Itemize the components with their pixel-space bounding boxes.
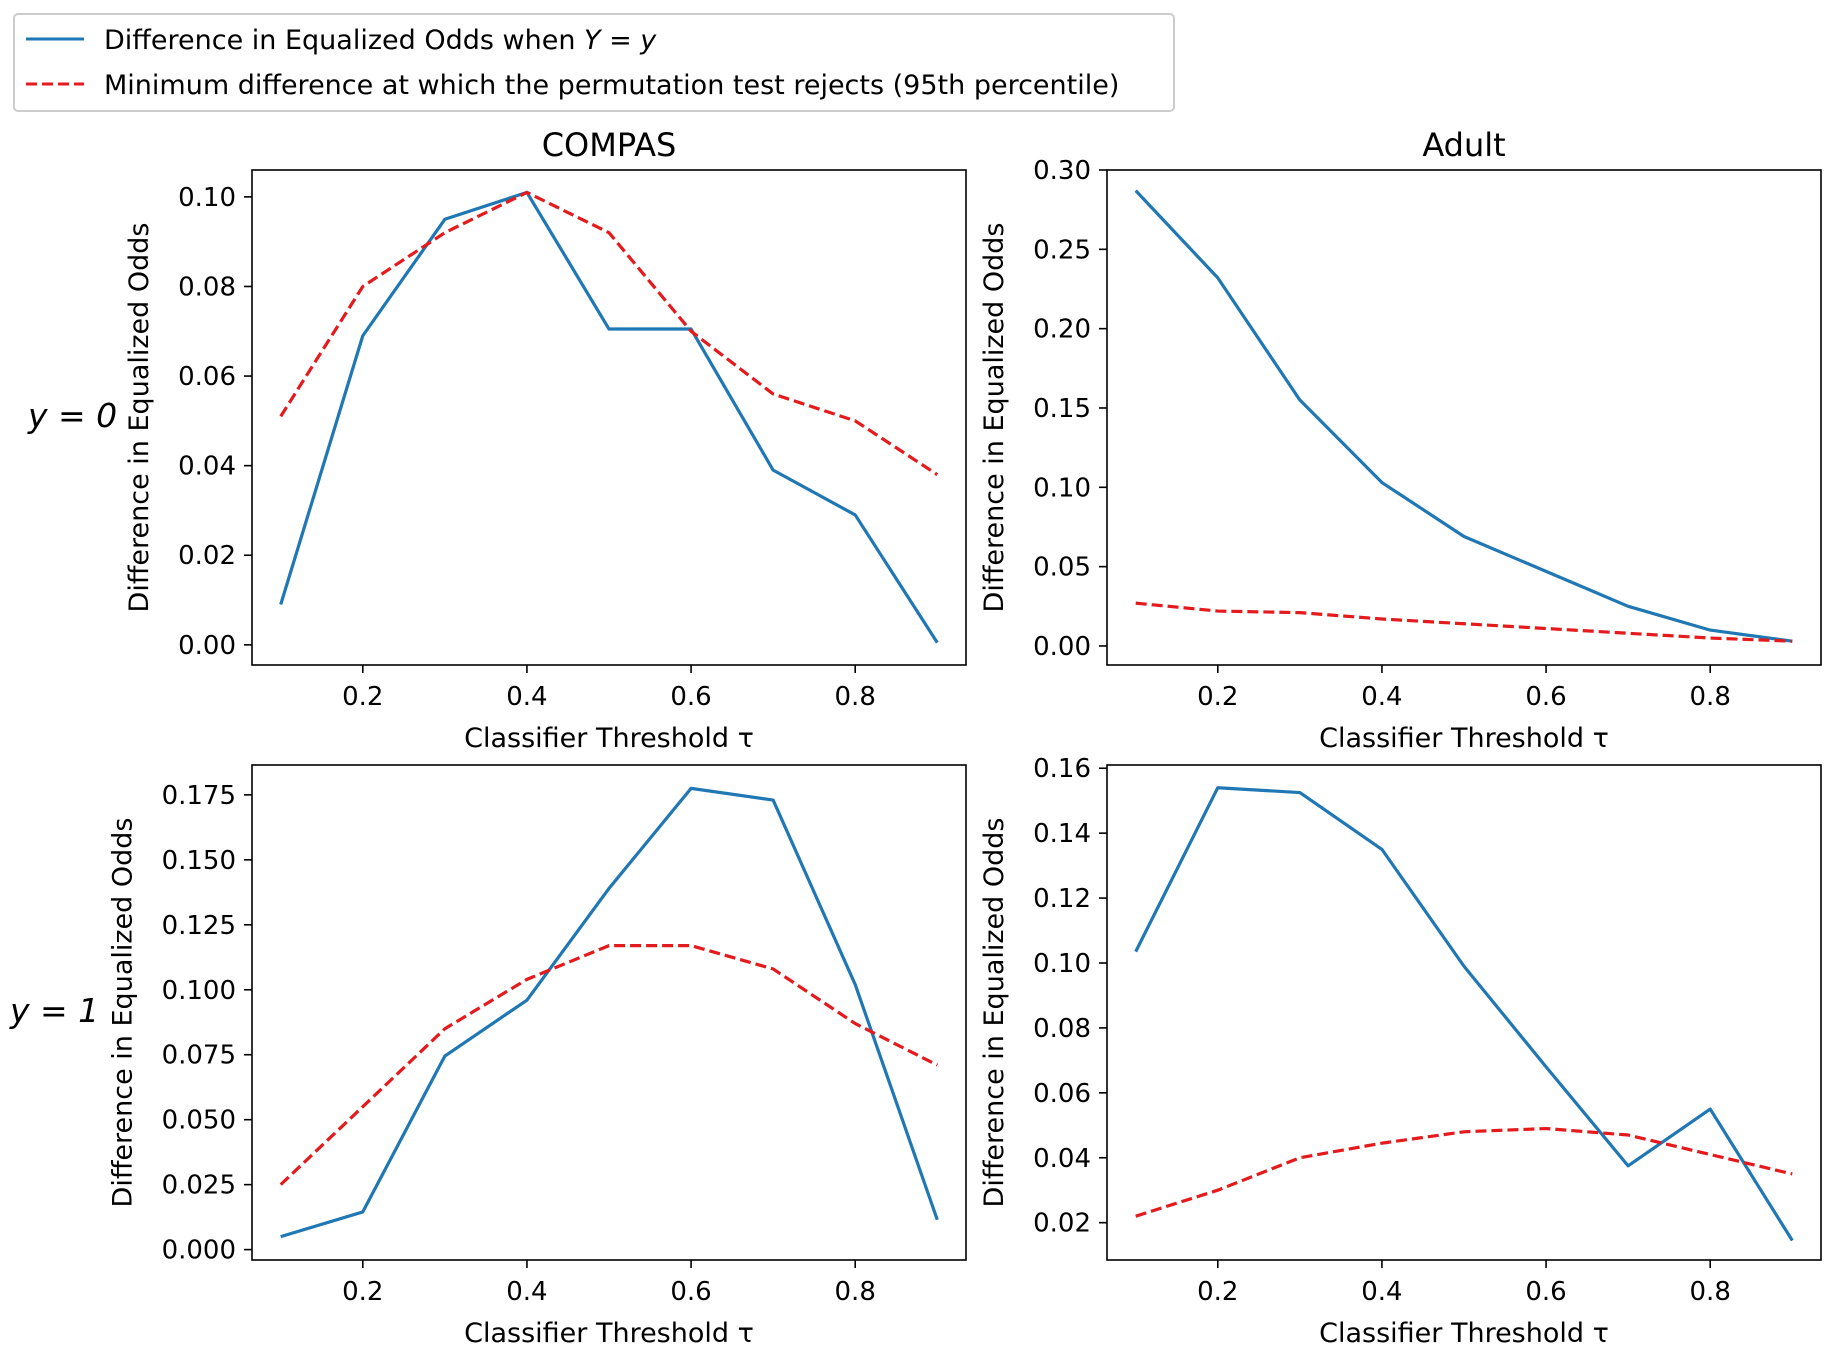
y-axis-label: Difference in Equalized Odds xyxy=(979,818,1010,1208)
panel-adult-y0: 0.2 0.4 0.6 0.8 0.00 0.05 0.10 0.15 0.20 0.25 0.30… xyxy=(979,126,1822,754)
y-tick-label: 0.175 xyxy=(162,781,236,811)
series-line-difference xyxy=(1134,786,1794,1242)
x-tick-label: 0.6 xyxy=(1525,682,1566,712)
y-tick-label: 0.30 xyxy=(1033,156,1091,186)
panel-compas-y1: 0.2 0.4 0.6 0.8 0.000 0.025 0.050 0.075 0.100 0.1… xyxy=(108,764,967,1349)
y-tick-label: 0.05 xyxy=(1033,553,1091,583)
x-tick-label: 0.4 xyxy=(506,1277,547,1307)
y-tick-label: 0.06 xyxy=(178,362,236,392)
panel-adult-y1: 0.2 0.4 0.6 0.8 0.02 0.04 0.06 0.08 0.10 0.12 0.14… xyxy=(979,754,1822,1349)
plot-frame xyxy=(1106,169,1822,666)
y-tick-label: 0.02 xyxy=(178,541,236,571)
y-tick-label: 0.000 xyxy=(162,1236,236,1266)
series-line-threshold xyxy=(279,190,939,476)
panel-title: COMPAS xyxy=(542,126,677,164)
y-tick-label: 0.08 xyxy=(1033,1014,1091,1044)
y-tick-label: 0.06 xyxy=(1033,1079,1091,1109)
y-tick-label: 0.125 xyxy=(162,911,236,941)
y-tick-label: 0.04 xyxy=(178,452,236,482)
legend-label-dashed: Minimum difference at which the permutat… xyxy=(104,70,1119,101)
y-tick-label: 0.10 xyxy=(178,183,236,213)
x-tick-label: 0.6 xyxy=(1525,1277,1566,1307)
y-tick-label: 0.150 xyxy=(162,846,236,876)
y-tick-label: 0.050 xyxy=(162,1106,236,1136)
plot-frame xyxy=(251,169,967,666)
y-tick-label: 0.14 xyxy=(1033,819,1091,849)
x-tick-label: 0.4 xyxy=(1361,682,1402,712)
x-tick-label: 0.2 xyxy=(342,682,383,712)
y-tick-label: 0.25 xyxy=(1033,235,1091,265)
plot-frame xyxy=(251,764,967,1261)
x-tick-label: 0.8 xyxy=(1690,682,1731,712)
plot-frame xyxy=(1106,764,1822,1261)
y-axis-label: Difference in Equalized Odds xyxy=(108,818,139,1208)
legend: Difference in Equalized Odds when Y = y … xyxy=(13,13,1175,112)
y-tick-label: 0.100 xyxy=(162,976,236,1006)
x-axis-label: Classifier Threshold τ xyxy=(464,723,754,754)
x-tick-label: 0.6 xyxy=(670,1277,711,1307)
panel-compas-y0: 0.2 0.4 0.6 0.8 0.00 0.02 0.04 0.06 0.08 0.10 Clas… xyxy=(124,126,967,754)
x-tick-label: 0.8 xyxy=(1690,1277,1731,1307)
legend-label-solid: Difference in Equalized Odds when Y = y xyxy=(104,25,657,56)
row-label-y1: y = 1 xyxy=(9,991,99,1030)
x-axis-label: Classifier Threshold τ xyxy=(464,1318,754,1349)
y-axis-label: Difference in Equalized Odds xyxy=(979,223,1010,613)
x-axis-label: Classifier Threshold τ xyxy=(1319,723,1609,754)
panel-title: Adult xyxy=(1422,126,1505,164)
series-line-threshold xyxy=(1135,1126,1793,1218)
y-tick-label: 0.04 xyxy=(1033,1144,1091,1174)
series-line-threshold xyxy=(1135,601,1793,643)
row-label-y0: y = 0 xyxy=(27,396,117,435)
series-line-difference xyxy=(1134,189,1793,643)
series-line-threshold xyxy=(279,943,939,1186)
y-tick-label: 0.00 xyxy=(1033,632,1091,662)
x-axis-label: Classifier Threshold τ xyxy=(1319,1318,1609,1349)
y-tick-label: 0.20 xyxy=(1033,315,1091,345)
y-tick-label: 0.00 xyxy=(178,631,236,661)
x-tick-label: 0.2 xyxy=(1197,1277,1238,1307)
y-tick-label: 0.10 xyxy=(1033,473,1091,503)
y-tick-label: 0.12 xyxy=(1033,884,1091,914)
x-tick-label: 0.4 xyxy=(506,682,547,712)
x-tick-label: 0.2 xyxy=(342,1277,383,1307)
x-tick-label: 0.6 xyxy=(670,682,711,712)
series-line-difference xyxy=(279,190,939,644)
legend-frame xyxy=(13,13,1175,112)
y-tick-label: 0.025 xyxy=(162,1171,236,1201)
y-tick-label: 0.10 xyxy=(1033,949,1091,979)
y-tick-label: 0.15 xyxy=(1033,394,1091,424)
y-tick-label: 0.16 xyxy=(1033,754,1091,784)
y-tick-label: 0.08 xyxy=(178,272,236,302)
y-axis-label: Difference in Equalized Odds xyxy=(124,223,155,613)
x-tick-label: 0.4 xyxy=(1361,1277,1402,1307)
x-tick-label: 0.8 xyxy=(835,1277,876,1307)
y-tick-label: 0.075 xyxy=(162,1041,236,1071)
y-tick-label: 0.02 xyxy=(1033,1209,1091,1239)
x-tick-label: 0.8 xyxy=(835,682,876,712)
x-tick-label: 0.2 xyxy=(1197,682,1238,712)
series-line-difference xyxy=(280,786,939,1239)
